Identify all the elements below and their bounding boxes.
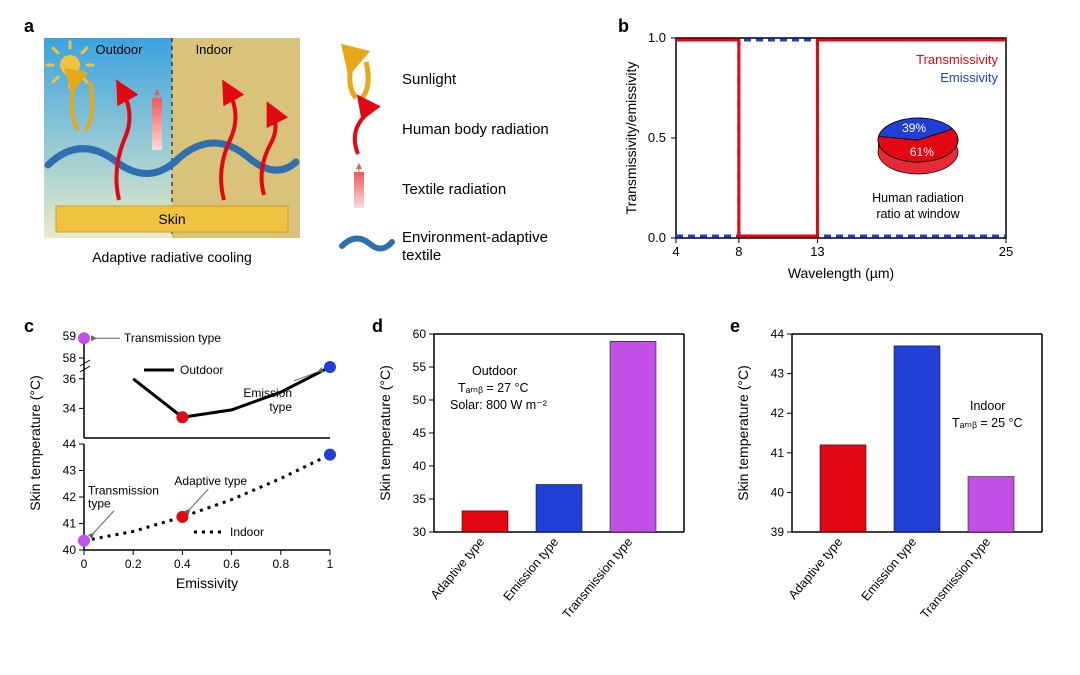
- svg-text:Transmission type: Transmission type: [124, 331, 221, 345]
- svg-text:Indoor: Indoor: [230, 525, 264, 539]
- svg-text:35: 35: [413, 492, 427, 506]
- svg-text:0.2: 0.2: [125, 557, 142, 571]
- panel-e-svg: 39 40 41 42 43 44 Skin temperature (°C) Adaptiv…: [730, 320, 1060, 640]
- svg-text:Transmission type: Transmission type: [560, 535, 636, 621]
- svg-text:Skin temperature (°C): Skin temperature (°C): [735, 365, 751, 501]
- svg-text:39%: 39%: [902, 121, 926, 135]
- svg-text:44: 44: [771, 327, 785, 341]
- svg-text:0.6: 0.6: [223, 557, 240, 571]
- legend-sunlight: Sunlight: [402, 71, 457, 88]
- svg-text:Transmission type: Transmission type: [918, 535, 994, 621]
- panel-c-svg: 34 36 58 59 40 41 42 43 44 0 0.2 0.4 0.6 0.8 1 Emissivi…: [24, 320, 344, 640]
- svg-text:45: 45: [413, 426, 427, 440]
- svg-text:44: 44: [63, 437, 77, 451]
- panel-b-svg: 4 8 13 25 0.0 0.5 1.0 Wavelength (µm) Transmissi…: [618, 20, 1018, 300]
- panel-e-label: e: [730, 316, 740, 337]
- svg-text:type: type: [269, 400, 292, 414]
- svg-text:Emission: Emission: [243, 386, 292, 400]
- svg-text:34: 34: [63, 401, 77, 415]
- svg-text:Adaptive type: Adaptive type: [428, 535, 487, 602]
- panel-c: c 34365859404142434400.20.40.60.81Emissi…: [24, 320, 344, 640]
- svg-text:0: 0: [81, 557, 88, 571]
- svg-text:Emission type: Emission type: [501, 535, 562, 604]
- svg-text:13: 13: [810, 244, 824, 259]
- svg-text:Emission type: Emission type: [859, 535, 920, 604]
- panel-b-label: b: [618, 16, 629, 37]
- panel-c-label: c: [24, 316, 34, 337]
- panel-a: a: [24, 20, 314, 300]
- svg-text:58: 58: [63, 351, 77, 365]
- panel-a-legend: Sunlight Human body radiation Textile ra…: [336, 20, 596, 300]
- svg-text:0.5: 0.5: [648, 130, 666, 145]
- svg-text:Adaptive type: Adaptive type: [786, 535, 845, 602]
- panel-d: d 30354045505560Skin temperature (°C)Ada…: [372, 320, 702, 640]
- svg-text:Skin temperature (°C): Skin temperature (°C): [377, 365, 393, 501]
- svg-text:Transmission: Transmission: [88, 484, 159, 498]
- svg-text:50: 50: [413, 393, 427, 407]
- svg-text:61%: 61%: [910, 145, 934, 159]
- svg-text:Transmissivity: Transmissivity: [916, 52, 998, 67]
- panel-b: b 4813250.00.51.0Wavelength (µm)Transmis…: [618, 20, 1018, 300]
- svg-text:41: 41: [63, 517, 77, 531]
- svg-text:Tₐₘᵦ = 27 °C: Tₐₘᵦ = 27 °C: [458, 381, 529, 395]
- panel-a-label: a: [24, 16, 34, 37]
- legend-trad: Textile radiation: [402, 181, 506, 198]
- svg-text:Indoor: Indoor: [970, 399, 1005, 413]
- svg-text:1.0: 1.0: [648, 30, 666, 45]
- outdoor-text: Outdoor: [96, 42, 144, 57]
- svg-text:40: 40: [413, 459, 427, 473]
- svg-text:59: 59: [63, 329, 77, 343]
- panel-e: e 394041424344Skin temperature (°C)Adapt…: [730, 320, 1060, 640]
- svg-text:36: 36: [63, 372, 77, 386]
- skin-text: Skin: [158, 211, 185, 227]
- svg-text:43: 43: [63, 464, 77, 478]
- svg-text:1: 1: [327, 557, 334, 571]
- svg-text:25: 25: [999, 244, 1013, 259]
- figure: a: [0, 0, 1080, 675]
- svg-text:0.4: 0.4: [174, 557, 191, 571]
- svg-text:Skin temperature (°C): Skin temperature (°C): [27, 375, 43, 511]
- svg-text:Adaptive type: Adaptive type: [174, 474, 247, 488]
- svg-text:0.8: 0.8: [272, 557, 289, 571]
- legend-hbr: Human body radiation: [402, 121, 549, 138]
- svg-text:Wavelength (µm): Wavelength (µm): [788, 265, 894, 281]
- panel-d-svg: 30 35 40 45 50 55 60 Skin temperature (°C) Adapt…: [372, 320, 702, 640]
- svg-text:Emissivity: Emissivity: [940, 70, 998, 85]
- svg-text:Emissivity: Emissivity: [176, 575, 238, 591]
- svg-text:30: 30: [413, 525, 427, 539]
- panel-a-svg: Outdoor Indoor Skin: [24, 20, 314, 300]
- panel-a-caption: Adaptive radiative cooling: [92, 249, 252, 265]
- svg-text:Human radiation: Human radiation: [872, 191, 964, 205]
- svg-text:8: 8: [735, 244, 742, 259]
- legend-textile2: textile: [402, 247, 441, 264]
- svg-text:41: 41: [771, 446, 785, 460]
- svg-text:0.0: 0.0: [648, 230, 666, 245]
- svg-text:43: 43: [771, 367, 785, 381]
- svg-text:39: 39: [771, 525, 785, 539]
- svg-text:Tₐₘᵦ = 25 °C: Tₐₘᵦ = 25 °C: [952, 416, 1023, 430]
- legend-textile1: Environment-adaptive: [402, 229, 548, 246]
- svg-text:Solar: 800 W m⁻²: Solar: 800 W m⁻²: [450, 398, 547, 412]
- svg-text:42: 42: [63, 490, 77, 504]
- svg-text:60: 60: [413, 327, 427, 341]
- svg-text:Transmissivity/emissivity: Transmissivity/emissivity: [623, 62, 639, 215]
- svg-text:type: type: [88, 497, 111, 511]
- svg-text:ratio at window: ratio at window: [876, 207, 960, 221]
- svg-text:Outdoor: Outdoor: [472, 364, 517, 378]
- svg-text:55: 55: [413, 360, 427, 374]
- svg-text:4: 4: [672, 244, 679, 259]
- panel-d-label: d: [372, 316, 383, 337]
- svg-text:Outdoor: Outdoor: [180, 363, 223, 377]
- svg-text:40: 40: [771, 485, 785, 499]
- svg-text:40: 40: [63, 543, 77, 557]
- indoor-text: Indoor: [196, 42, 234, 57]
- svg-text:42: 42: [771, 406, 785, 420]
